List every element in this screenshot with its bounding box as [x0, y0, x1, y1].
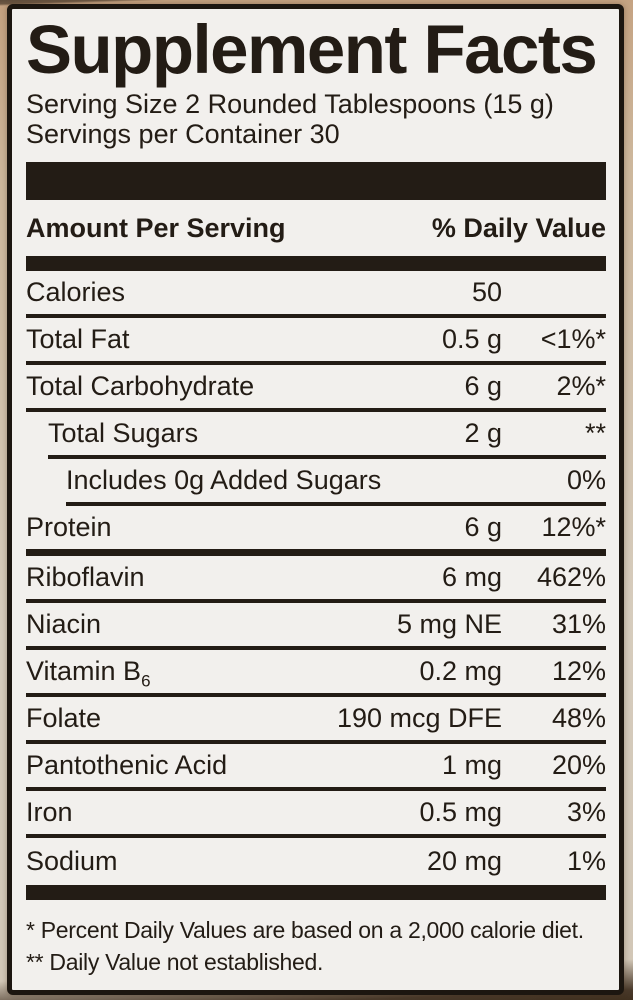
table-row: Protein 6 g 12%* [26, 506, 606, 556]
nutrient-amount: 0.5 g [441, 324, 502, 354]
nutrient-amount: 20 mg [426, 846, 502, 876]
table-row: Niacin 5 mg NE 31% [26, 603, 606, 650]
nutrient-dv: 2%* [556, 371, 606, 401]
table-row: Vitamin B6 0.2 mg 12% [26, 650, 606, 697]
nutrient-dv: 12% [551, 656, 606, 686]
nutrient-dv: 20% [551, 750, 606, 780]
divider-thick-top [26, 162, 606, 200]
nutrient-amount: 6 mg [441, 562, 502, 592]
nutrient-dv: 31% [551, 609, 606, 639]
nutrient-dv: 48% [551, 703, 606, 733]
nutrient-name: Iron [26, 797, 73, 827]
nutrient-amount: 6 g [464, 371, 502, 401]
divider-medium-header [26, 256, 606, 271]
table-row: Sodium 20 mg 1% [26, 838, 606, 885]
nutrient-name: Protein [26, 512, 112, 542]
nutrient-name: Pantothenic Acid [26, 750, 228, 780]
nutrient-amount: 190 mcg DFE [336, 703, 502, 733]
amount-per-serving-header: Amount Per Serving [26, 212, 286, 243]
table-row: Includes 0g Added Sugars 0% [66, 459, 606, 506]
nutrient-name: Folate [26, 703, 102, 733]
nutrient-name: Sodium [26, 846, 118, 876]
table-header: Amount Per Serving % Daily Value [26, 200, 606, 256]
table-row: Riboflavin 6 mg 462% [26, 556, 606, 603]
nutrient-name: Vitamin B6 [26, 656, 151, 691]
table-row: Calories 50 [26, 271, 606, 318]
panel-title: Supplement Facts [26, 11, 598, 88]
footnote-daily-values: * Percent Daily Values are based on a 2,… [26, 917, 584, 943]
table-row: Total Sugars 2 g ** [48, 412, 606, 459]
nutrient-amount: 5 mg NE [396, 609, 502, 639]
table-row: Total Fat 0.5 g <1%* [26, 318, 606, 365]
nutrient-dv: 1% [566, 846, 606, 876]
nutrient-dv: 12%* [541, 512, 606, 542]
table-row: Pantothenic Acid 1 mg 20% [26, 744, 606, 791]
nutrient-dv: 3% [566, 797, 606, 827]
divider-medium-footer [26, 885, 606, 900]
nutrient-name: Total Sugars [48, 418, 199, 448]
footnotes: * Percent Daily Values are based on a 2,… [26, 914, 606, 978]
nutrient-dv: <1%* [540, 324, 606, 354]
nutrient-name: Total Fat [26, 324, 130, 354]
supplement-facts-panel: Supplement Facts Serving Size 2 Rounded … [7, 4, 624, 995]
nutrient-name: Niacin [26, 609, 102, 639]
nutrient-dv: 0% [566, 465, 606, 495]
nutrient-amount: 6 g [464, 512, 502, 542]
serving-info: Serving Size 2 Rounded Tablespoons (15 g… [26, 89, 606, 149]
nutrient-name: Riboflavin [26, 562, 145, 592]
nutrient-amount: 50 [471, 277, 502, 307]
nutrient-amount: 0.5 mg [419, 797, 502, 827]
nutrient-name: Calories [26, 277, 126, 307]
nutrient-amount: 2 g [464, 418, 502, 448]
nutrient-dv: 462% [536, 562, 606, 592]
nutrient-amount: 0.2 mg [419, 656, 502, 686]
table-row: Total Carbohydrate 6 g 2%* [26, 365, 606, 412]
table-row: Iron 0.5 mg 3% [26, 791, 606, 838]
nutrient-amount: 1 mg [441, 750, 502, 780]
footnote-not-established: ** Daily Value not established. [26, 949, 324, 975]
table-row: Folate 190 mcg DFE 48% [26, 697, 606, 744]
nutrient-name: Total Carbohydrate [26, 371, 255, 401]
servings-per-container-line: Servings per Container 30 [26, 119, 340, 149]
nutrient-dv: ** [584, 418, 606, 448]
facts-rows: Calories 50 Total Fat 0.5 g <1%* Total C… [26, 271, 606, 885]
daily-value-header: % Daily Value [431, 212, 606, 243]
serving-size-line: Serving Size 2 Rounded Tablespoons (15 g… [26, 89, 554, 119]
nutrient-name: Includes 0g Added Sugars [66, 465, 382, 495]
